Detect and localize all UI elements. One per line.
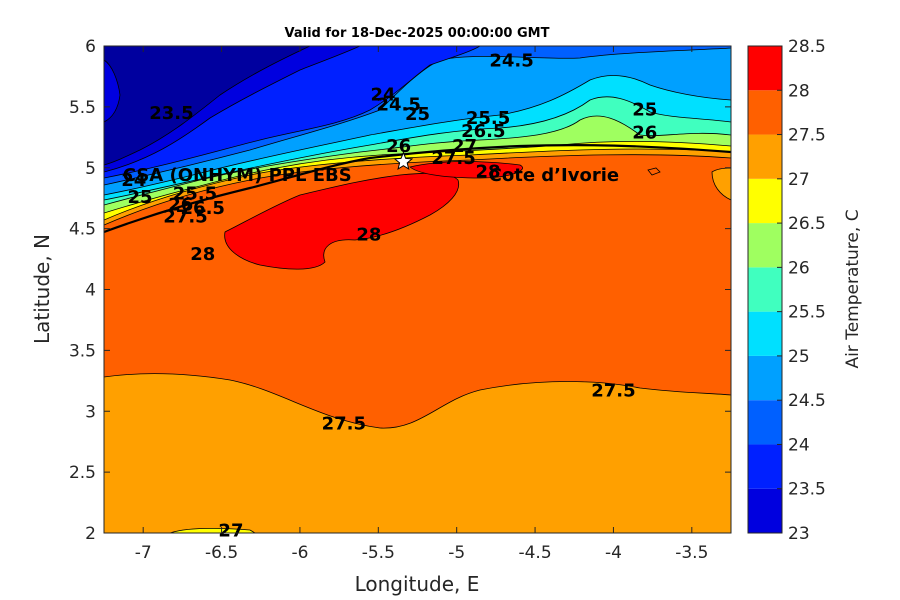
x-tick-label: -4 — [605, 543, 622, 563]
contour-label: 26 — [168, 194, 193, 215]
contour-label: 26.5 — [461, 121, 505, 142]
band-28-28.5 — [224, 172, 460, 270]
colorbar-tick-label: 24 — [788, 435, 810, 455]
star-marker — [393, 151, 414, 170]
contour-label: 23.5 — [149, 103, 193, 124]
colorbar-swatch — [748, 267, 782, 312]
contour-label: 26 — [386, 136, 411, 157]
contour-label: 27.5 — [431, 148, 475, 169]
x-axis-ticks: -7 -6.5 -6 -5.5 -5 -4.5 -4 -3.5 — [135, 46, 708, 563]
colorbar-label: Air Temperature, C — [843, 209, 863, 368]
y-tick-label: 2.5 — [69, 463, 96, 483]
contour-label: 25.5 — [173, 183, 217, 204]
colorbar-tick-label: 27 — [788, 170, 810, 190]
colorbar-swatch — [748, 46, 782, 91]
colorbar-tick-label: 25.5 — [788, 303, 826, 323]
x-tick-label: -5.5 — [362, 543, 395, 563]
contour-label: 25 — [128, 187, 153, 208]
contour-label: 24 — [370, 85, 395, 106]
colorbar-tick-label: 28.5 — [788, 37, 826, 57]
y-tick-label: 4.5 — [69, 220, 96, 240]
annotations: CSA (ONHYM) PPL EBS Cote d’Ivorie — [123, 165, 619, 186]
colorbar-tick-label: 27.5 — [788, 126, 826, 146]
contour-label: 24.5 — [376, 94, 420, 115]
colorbar-swatch — [748, 178, 782, 224]
contour-label: 27 — [218, 521, 243, 542]
coastline — [104, 143, 731, 234]
x-axis-label: Longitude, E — [355, 572, 480, 596]
y-tick-label: 6 — [85, 37, 96, 57]
x-tick-label: -6.5 — [205, 543, 238, 563]
colorbar-swatch — [748, 400, 782, 445]
y-tick-label: 2 — [85, 524, 96, 544]
contour-label: 27.5 — [322, 413, 366, 434]
contour-label: 25 — [405, 104, 430, 125]
contour-label: 27 — [452, 136, 477, 157]
colorbar-swatch — [748, 355, 782, 401]
colorbar-tick-label: 28 — [788, 81, 810, 101]
contour-label: 24.5 — [489, 51, 533, 72]
contour-label: 27.5 — [591, 381, 635, 402]
colorbar-tick-label: 26 — [788, 258, 810, 278]
colorbar-tick-label: 24.5 — [788, 391, 826, 411]
y-tick-label: 3.5 — [69, 341, 96, 361]
map-annotation: CSA (ONHYM) PPL EBS — [123, 165, 352, 186]
x-tick-label: -5 — [448, 543, 465, 563]
colorbar-tick-label: 23.5 — [788, 480, 826, 500]
colorbar-swatch — [748, 223, 782, 268]
contour-label: 26 — [632, 122, 657, 143]
contour-label: 24 — [121, 170, 146, 191]
band-28-28.5-coast — [409, 161, 523, 179]
contour-label: 28 — [476, 161, 501, 182]
band-below-23 — [104, 46, 311, 166]
x-tick-label: -4.5 — [518, 543, 551, 563]
x-tick-label: -6 — [291, 543, 308, 563]
islet — [647, 167, 661, 176]
colorbar-tick-label: 26.5 — [788, 214, 826, 234]
colorbar: 23 23.5 24 24.5 25 25.5 26 26.5 27 27.5 28 28.5 — [747, 37, 826, 544]
y-tick-label: 5 — [85, 159, 96, 179]
colorbar-swatch — [748, 488, 782, 533]
colorbar-tick-label: 25 — [788, 347, 810, 367]
band-27-27.5 — [104, 373, 731, 533]
contour-label: 25.5 — [466, 108, 510, 129]
colorbar-swatch — [748, 90, 782, 135]
y-tick-label: 4 — [85, 281, 96, 301]
contour-label: 28 — [190, 244, 215, 265]
colorbar-tick-label: 23 — [788, 524, 810, 544]
x-tick-label: -7 — [135, 543, 152, 563]
y-axis-label: Latitude, N — [30, 234, 54, 344]
y-axis-ticks: 2 2.5 3 3.5 4 4.5 5 5.5 6 — [69, 37, 731, 544]
band-26.5-27 — [169, 527, 256, 533]
contour-field — [104, 46, 731, 533]
y-tick-label: 3 — [85, 402, 96, 422]
site-marker — [393, 151, 414, 170]
colorbar-swatch — [748, 444, 782, 489]
x-tick-label: -3.5 — [675, 543, 708, 563]
chart-title: Valid for 18-Dec-2025 00:00:00 GMT — [285, 26, 550, 41]
map-annotation: Cote d’Ivorie — [489, 165, 619, 186]
y-tick-label: 5.5 — [69, 98, 96, 118]
contour-label: 25 — [632, 99, 657, 120]
colorbar-swatch — [748, 311, 782, 356]
contour-label: 28 — [356, 225, 381, 246]
colorbar-frame — [747, 45, 783, 534]
contour-label: 27.5 — [163, 206, 207, 227]
contour-label: 26.5 — [181, 198, 225, 219]
right-edge-feature — [711, 167, 731, 201]
colorbar-swatch — [748, 134, 782, 179]
